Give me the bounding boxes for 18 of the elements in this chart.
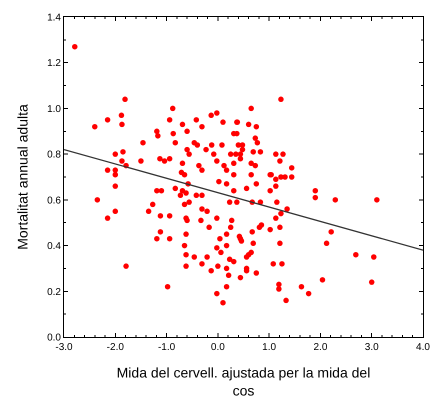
y-tick-label: 1.4 [47, 12, 62, 24]
x-tick-label: 1.0 [262, 342, 277, 353]
x-tick-label: 3.0 [364, 342, 380, 353]
y-tick-label: 0.4 [47, 241, 62, 252]
x-tick-label: 2.0 [313, 342, 328, 353]
y-axis-title: Mortalitat annual adulta [14, 104, 31, 250]
y-tick-label: 1.0 [47, 104, 62, 115]
y-tick-label: 0.6 [47, 195, 62, 206]
x-tick-label: -2.0 [106, 342, 124, 353]
y-tick-label: 1.2 [47, 58, 62, 70]
x-tick-label: -3.0 [55, 342, 74, 353]
x-tick-label: 0.0 [210, 342, 226, 353]
y-tick-label: 0.0 [47, 332, 62, 344]
y-tick-label: 0.8 [47, 150, 62, 161]
y-tick-label: 0.2 [47, 286, 62, 298]
x-tick-label: -1.0 [158, 342, 176, 353]
x-tick-label: 4.0 [416, 342, 430, 353]
x-axis-title: Mida del cervell. ajustada per la mida del cos [116, 364, 370, 398]
